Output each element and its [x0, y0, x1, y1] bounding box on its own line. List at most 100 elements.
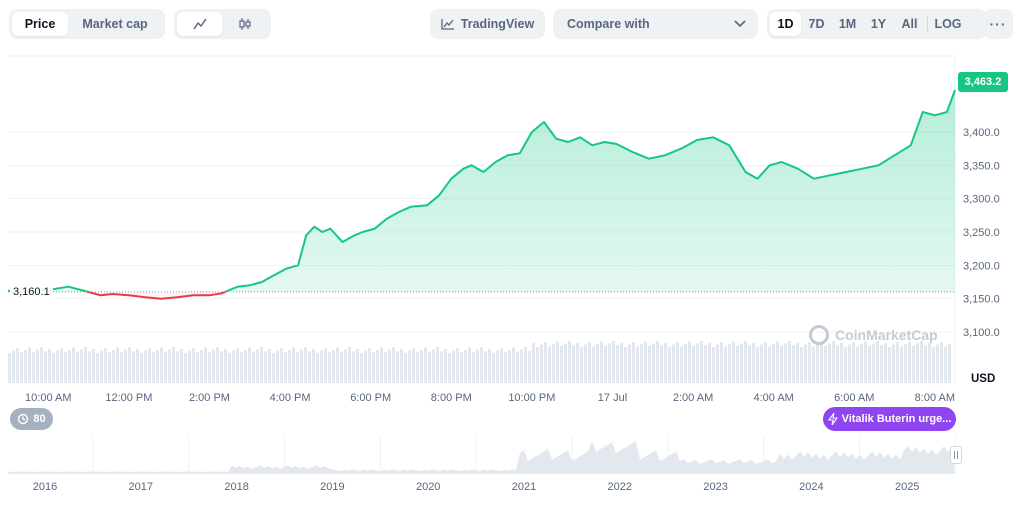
x-tick-label: 4:00 AM [753, 392, 793, 404]
more-options-button[interactable]: ··· [983, 9, 1013, 39]
volume-bar [404, 353, 407, 383]
volume-bar [88, 351, 91, 383]
volume-bar [296, 351, 299, 383]
volume-bar [232, 350, 235, 383]
volume-bar [124, 349, 127, 383]
navigator-year-label: 2018 [224, 481, 248, 493]
line-chart-icon [192, 18, 207, 30]
volume-bar [440, 351, 443, 383]
currency-label: USD [971, 373, 996, 385]
volume-bar [80, 349, 83, 383]
range-all-button[interactable]: All [901, 17, 918, 31]
volume-bar [184, 353, 187, 383]
range-1y-button[interactable]: 1Y [870, 17, 887, 31]
volume-bar [168, 349, 171, 383]
volume-bar [332, 350, 335, 383]
volume-bar [644, 341, 647, 383]
line-chart-button[interactable] [177, 12, 222, 36]
volume-bar [36, 349, 39, 383]
range-1d-button[interactable]: 1D [770, 12, 801, 36]
volume-bar [688, 341, 691, 383]
volume-bar [300, 349, 303, 383]
volume-bar [696, 343, 699, 383]
volume-bar [904, 344, 907, 383]
volume-bar [880, 345, 883, 383]
volume-bar [44, 351, 47, 383]
volume-bar [488, 348, 491, 383]
tradingview-chart-icon [441, 19, 454, 30]
volume-bar [592, 346, 595, 383]
volume-bar [320, 350, 323, 383]
volume-bar [468, 347, 471, 383]
volume-bar [516, 351, 519, 383]
current-price-tag: 3,463.2 [958, 72, 1008, 92]
volume-bar [808, 342, 811, 383]
volume-bar [172, 347, 175, 383]
volume-bar [408, 350, 411, 383]
volume-bar [860, 344, 863, 383]
y-tick-label: 3,250.0 [963, 227, 1000, 239]
candlestick-button[interactable] [222, 12, 267, 36]
navigator-year-label: 2025 [895, 481, 919, 493]
volume-bar [364, 350, 367, 383]
volume-bar [288, 350, 291, 383]
volume-bar [264, 351, 267, 383]
volume-bar [580, 347, 583, 383]
volume-bar [596, 344, 599, 383]
volume-bar [660, 345, 663, 383]
volume-bar [584, 344, 587, 383]
tradingview-button[interactable]: TradingView [430, 9, 545, 39]
volume-bar [56, 350, 59, 383]
y-tick-label: 3,200.0 [963, 260, 1000, 272]
volume-bar [276, 350, 279, 383]
volume-bar [64, 352, 67, 383]
range-7d-button[interactable]: 7D [808, 17, 825, 31]
volume-bar [648, 345, 651, 383]
volume-bar [588, 342, 591, 383]
x-tick-label: 6:00 AM [834, 392, 874, 404]
volume-bar [840, 342, 843, 383]
volume-bar [204, 347, 207, 383]
volume-bar [832, 341, 835, 383]
price-tab[interactable]: Price [12, 12, 68, 36]
volume-bar [228, 353, 231, 383]
volume-bar [496, 350, 499, 383]
news-badge[interactable]: Vitalik Buterin urge... [823, 407, 956, 431]
volume-bar [20, 352, 23, 383]
log-scale-button[interactable]: LOG [934, 17, 962, 31]
volume-bar [384, 351, 387, 383]
volume-bar [540, 344, 543, 383]
navigator-handle[interactable] [950, 446, 962, 464]
news-headline: Vitalik Buterin urge... [841, 413, 952, 425]
time-range-toggle: 1D 7D 1M 1Y All LOG [767, 9, 987, 39]
volume-bar [620, 342, 623, 383]
y-tick-label: 3,300.0 [963, 194, 1000, 206]
price-line-up [7, 89, 956, 292]
volume-bar [372, 352, 375, 383]
watermark-text: CoinMarketCap [835, 327, 938, 343]
market-cap-tab[interactable]: Market cap [82, 17, 148, 31]
volume-bar [668, 347, 671, 383]
x-tick-label: 8:00 AM [915, 392, 955, 404]
volume-bar [680, 346, 683, 383]
volume-bar [100, 350, 103, 383]
range-1m-button[interactable]: 1M [838, 17, 857, 31]
events-badge[interactable]: 80 [10, 408, 53, 430]
history-navigator[interactable] [8, 436, 956, 474]
volume-bar [392, 347, 395, 383]
compare-with-select[interactable]: Compare with [553, 9, 758, 39]
volume-bar [768, 346, 771, 383]
tradingview-label: TradingView [460, 17, 535, 31]
volume-bar [520, 349, 523, 383]
volume-bar [912, 345, 915, 383]
volume-bar [484, 351, 487, 383]
volume-bar [492, 353, 495, 383]
navigator-history-area [8, 441, 955, 473]
volume-bar [544, 342, 547, 383]
volume-bar [732, 341, 735, 383]
volume-bar [104, 348, 107, 383]
x-tick-label: 10:00 PM [508, 392, 555, 404]
navigator-year-label: 2016 [33, 481, 57, 493]
volume-bar [572, 345, 575, 383]
